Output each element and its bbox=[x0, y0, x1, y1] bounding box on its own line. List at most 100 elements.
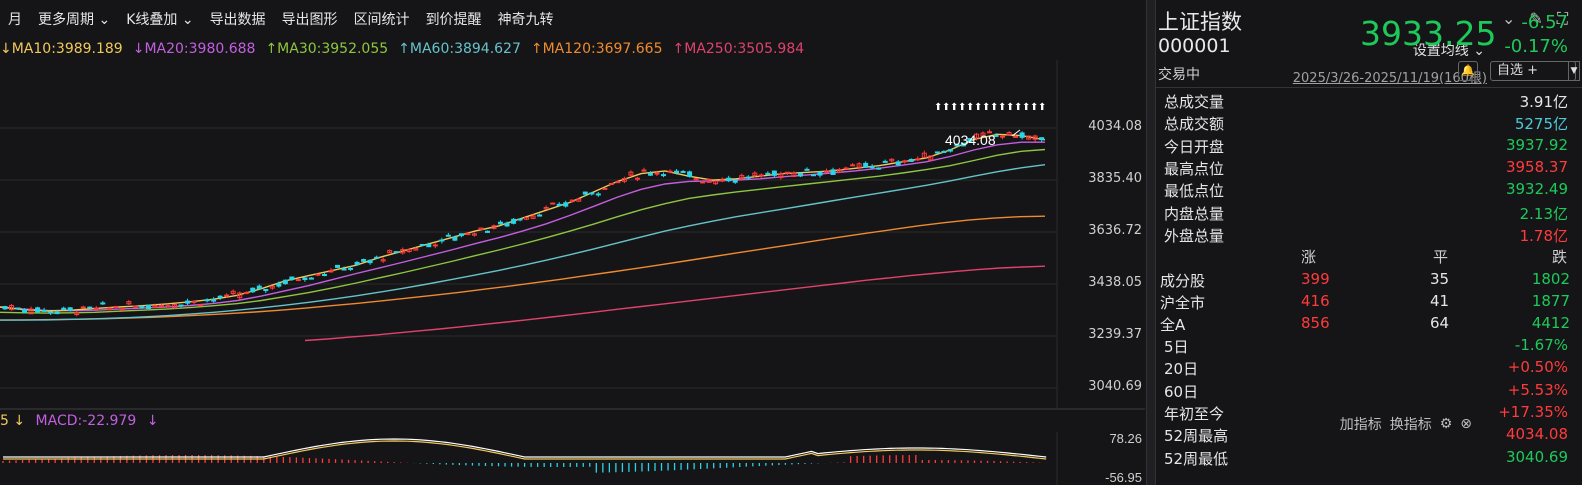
candle[interactable] bbox=[406, 248, 412, 253]
candle[interactable] bbox=[713, 180, 719, 185]
candle[interactable] bbox=[895, 161, 901, 166]
candle[interactable] bbox=[758, 174, 764, 177]
candle[interactable] bbox=[380, 259, 386, 262]
candle[interactable] bbox=[928, 155, 934, 161]
candle[interactable] bbox=[452, 236, 458, 241]
candle[interactable] bbox=[843, 167, 849, 170]
candle[interactable] bbox=[810, 174, 816, 177]
candle[interactable] bbox=[771, 170, 777, 176]
candle[interactable] bbox=[582, 191, 588, 195]
candle[interactable] bbox=[804, 168, 810, 171]
candle[interactable] bbox=[947, 149, 953, 152]
candle[interactable] bbox=[419, 243, 425, 246]
candle[interactable] bbox=[471, 233, 477, 236]
candle[interactable] bbox=[204, 299, 210, 302]
candle[interactable] bbox=[608, 183, 614, 186]
candle[interactable] bbox=[67, 307, 73, 311]
candle[interactable] bbox=[1019, 132, 1025, 138]
candle[interactable] bbox=[517, 218, 523, 221]
candle[interactable] bbox=[282, 279, 288, 285]
candle[interactable] bbox=[445, 234, 451, 237]
candle[interactable] bbox=[941, 150, 947, 153]
candle[interactable] bbox=[817, 171, 823, 176]
candle[interactable] bbox=[511, 218, 517, 224]
candle[interactable] bbox=[165, 305, 171, 308]
add-watchlist-button[interactable]: 自选 + bbox=[1490, 61, 1576, 81]
candle[interactable] bbox=[354, 261, 360, 266]
chevron-down-circle-icon[interactable]: ⌄ bbox=[1501, 9, 1516, 28]
add-indicator-button[interactable]: 加指标 bbox=[1339, 417, 1382, 433]
candle[interactable] bbox=[100, 302, 106, 305]
candle[interactable] bbox=[106, 307, 112, 311]
candle[interactable] bbox=[393, 251, 399, 254]
candle[interactable] bbox=[745, 176, 751, 179]
candle[interactable] bbox=[172, 303, 178, 309]
candle[interactable] bbox=[439, 239, 445, 242]
candle[interactable] bbox=[498, 221, 504, 225]
candle[interactable] bbox=[856, 163, 862, 168]
candle[interactable] bbox=[478, 227, 484, 230]
candle[interactable] bbox=[139, 306, 145, 309]
candle[interactable] bbox=[361, 259, 367, 262]
candle[interactable] bbox=[367, 259, 373, 264]
candle[interactable] bbox=[680, 171, 686, 174]
candle[interactable] bbox=[837, 169, 843, 173]
close-icon[interactable]: ⊗ bbox=[1460, 416, 1472, 432]
candle[interactable] bbox=[387, 250, 393, 254]
candle[interactable] bbox=[791, 172, 797, 178]
candle[interactable] bbox=[432, 244, 438, 247]
candle[interactable] bbox=[967, 138, 973, 142]
candle[interactable] bbox=[400, 249, 406, 254]
candle[interactable] bbox=[74, 312, 80, 316]
candle[interactable] bbox=[934, 151, 940, 154]
candle[interactable] bbox=[615, 181, 621, 184]
candle[interactable] bbox=[726, 177, 732, 182]
candle[interactable] bbox=[9, 304, 15, 311]
candle[interactable] bbox=[647, 172, 653, 176]
candle[interactable] bbox=[973, 133, 979, 139]
candle[interactable] bbox=[87, 306, 93, 309]
candle[interactable] bbox=[185, 300, 191, 304]
candle[interactable] bbox=[315, 273, 321, 276]
candle[interactable] bbox=[289, 276, 295, 281]
candle[interactable] bbox=[980, 132, 986, 137]
candle[interactable] bbox=[93, 307, 99, 310]
candle[interactable] bbox=[869, 165, 875, 169]
candle[interactable] bbox=[830, 169, 836, 176]
candle[interactable] bbox=[113, 306, 119, 309]
candle[interactable] bbox=[504, 222, 510, 227]
candle[interactable] bbox=[908, 158, 914, 162]
candle[interactable] bbox=[915, 158, 921, 161]
candle[interactable] bbox=[145, 304, 151, 310]
candle[interactable] bbox=[824, 170, 830, 173]
candle[interactable] bbox=[889, 158, 895, 162]
candle[interactable] bbox=[739, 174, 745, 180]
candle[interactable] bbox=[1039, 137, 1045, 141]
more-periods-dropdown[interactable]: 更多周期 ⌄ bbox=[38, 12, 111, 28]
candle[interactable] bbox=[654, 172, 660, 175]
candle[interactable] bbox=[667, 170, 673, 173]
candle[interactable] bbox=[308, 277, 314, 280]
candle[interactable] bbox=[335, 264, 341, 268]
candle[interactable] bbox=[374, 256, 380, 259]
date-range-label[interactable]: 2025/3/26-2025/11/19(160根) bbox=[1292, 71, 1487, 86]
candle[interactable] bbox=[263, 288, 269, 292]
candle[interactable] bbox=[1013, 135, 1019, 138]
candle[interactable] bbox=[987, 131, 993, 134]
candle[interactable] bbox=[256, 285, 262, 290]
candle[interactable] bbox=[993, 134, 999, 137]
candle[interactable] bbox=[563, 202, 569, 207]
candle[interactable] bbox=[191, 300, 197, 303]
candle[interactable] bbox=[954, 143, 960, 147]
candle[interactable] bbox=[211, 299, 217, 302]
candle[interactable] bbox=[628, 171, 634, 176]
candle[interactable] bbox=[589, 192, 595, 195]
candle[interactable] bbox=[198, 304, 204, 307]
candle[interactable] bbox=[80, 306, 86, 309]
candle[interactable] bbox=[22, 309, 28, 313]
kline-chart[interactable]: 4034.08⬆ ⬆ ⬆ ⬆ ⬆ ⬆ ⬆ ⬆ ⬆ ⬆ ⬆ ⬆ ⬆ ⬆ bbox=[0, 60, 1145, 408]
candle[interactable] bbox=[1026, 135, 1032, 140]
candle[interactable] bbox=[224, 294, 230, 297]
candle[interactable] bbox=[15, 307, 21, 310]
candle[interactable] bbox=[621, 178, 627, 182]
